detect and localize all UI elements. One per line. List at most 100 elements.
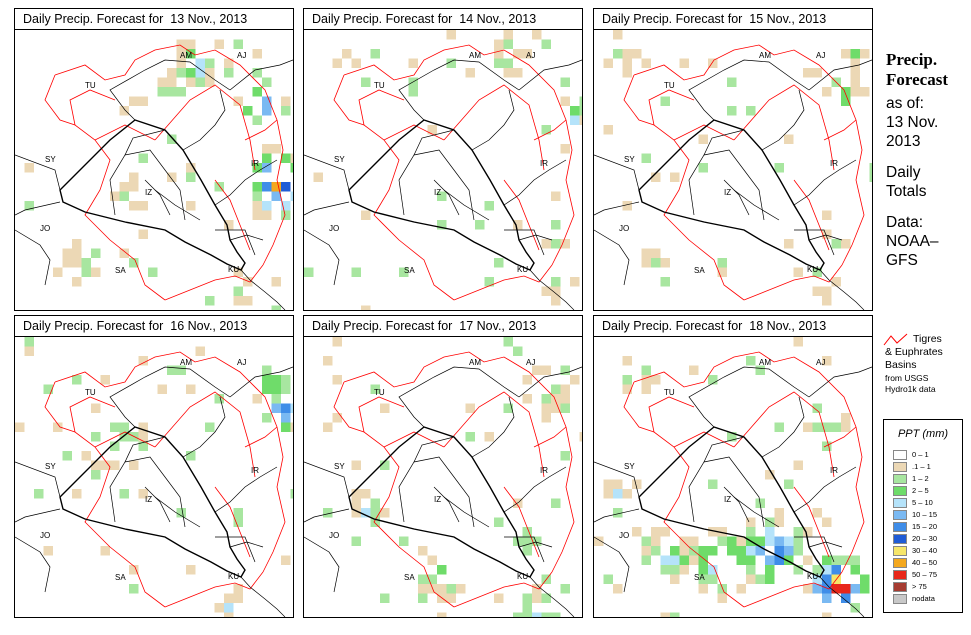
precip-cell	[541, 39, 551, 49]
precip-cell	[129, 460, 139, 470]
precip-cell	[100, 375, 110, 385]
map-label-ku: KU	[517, 265, 528, 274]
precip-map: AM AJ TU SY IR JO SA KU IZ	[15, 39, 293, 310]
precip-cell	[632, 479, 642, 489]
precip-cell	[233, 286, 243, 296]
basin-line	[443, 84, 545, 171]
basin-line5: Hydro1k data	[885, 384, 936, 394]
precip-cell	[361, 77, 371, 87]
precip-cell	[43, 384, 53, 394]
precip-cell	[370, 49, 380, 59]
precip-cell	[831, 422, 841, 432]
precip-cell	[408, 58, 418, 68]
precip-cell	[698, 584, 708, 594]
precip-cell	[660, 612, 670, 617]
precip-cell	[736, 584, 746, 594]
precip-cells	[304, 30, 582, 310]
precip-cell	[803, 68, 813, 78]
precip-cell	[252, 210, 262, 220]
basin-line	[623, 74, 745, 301]
precip-cell	[727, 432, 737, 442]
precip-cell	[62, 248, 72, 258]
border-line	[398, 456, 475, 528]
precip-cell	[262, 77, 272, 87]
precip-cell	[81, 451, 91, 461]
basin-line	[358, 396, 405, 433]
border-line	[443, 496, 490, 528]
border-line	[794, 229, 835, 256]
precip-cell	[214, 182, 224, 192]
precip-cell	[560, 365, 570, 375]
legend-swatch	[893, 582, 907, 592]
border-line	[503, 159, 567, 206]
basin-boundaries	[333, 351, 575, 608]
precip-cell	[708, 527, 718, 537]
basin-line	[333, 381, 455, 608]
precip-cell	[822, 422, 832, 432]
precip-cell	[262, 96, 272, 106]
precip-cell	[494, 593, 504, 603]
precip-cell	[850, 555, 860, 565]
border-line	[471, 396, 515, 458]
precip-cell	[613, 508, 623, 518]
precip-cell	[698, 555, 708, 565]
precip-cell	[755, 546, 765, 556]
legend-label: .1 – 1	[912, 462, 931, 471]
precip-cell	[841, 555, 851, 565]
precip-cell	[224, 612, 234, 617]
legend-label: 0 – 1	[912, 450, 929, 459]
map-label-tu: TU	[85, 388, 96, 397]
precip-cell	[167, 365, 177, 375]
precip-cell	[651, 546, 661, 556]
map-label-am: AM	[469, 358, 481, 367]
border-line	[398, 149, 475, 221]
forecast-panel-17nov: Daily Precip. Forecast for 17 Nov., 2013…	[303, 315, 583, 618]
precip-cell	[214, 603, 224, 613]
precip-cell	[708, 565, 718, 575]
precip-cells	[603, 30, 872, 306]
precip-cell	[271, 277, 281, 287]
map-label-aj: AJ	[816, 51, 825, 60]
border-line	[214, 159, 278, 206]
precip-cell	[513, 346, 523, 356]
precip-cell	[119, 191, 129, 201]
map-label-iz: IZ	[434, 495, 441, 504]
precip-cell	[784, 479, 794, 489]
legend-label: 40 – 50	[912, 558, 938, 567]
precip-cell	[641, 555, 651, 565]
precip-cell	[522, 527, 532, 537]
precip-cell	[632, 49, 642, 59]
map-label-ku: KU	[228, 572, 239, 581]
precip-cell	[290, 489, 293, 499]
precip-cell	[803, 584, 813, 594]
legend-swatch	[893, 522, 907, 532]
legend-swatch	[893, 546, 907, 556]
precip-cell	[784, 546, 794, 556]
precip-cell	[708, 574, 718, 584]
border-line	[144, 486, 171, 523]
precip-cell	[129, 182, 139, 192]
precip-cell	[793, 536, 803, 546]
precip-cell	[138, 229, 148, 239]
basin-line	[443, 391, 545, 478]
map-label-sy: SY	[624, 155, 635, 164]
precip-cell	[323, 508, 333, 518]
precip-cell	[186, 172, 196, 182]
panel-title: Daily Precip. Forecast for 13 Nov., 2013	[15, 9, 293, 30]
border-line	[594, 154, 640, 191]
precip-cell	[698, 574, 708, 584]
precip-cell	[727, 536, 737, 546]
precip-cell	[332, 58, 342, 68]
precip-cell	[503, 337, 513, 347]
precip-cell	[465, 432, 475, 442]
precip-cell	[110, 441, 120, 451]
map-label-tu: TU	[664, 81, 675, 90]
precip-cell	[176, 39, 186, 49]
precip-cell	[522, 375, 532, 385]
border-line	[703, 436, 745, 463]
precip-cell	[91, 267, 101, 277]
precip-cell	[252, 87, 262, 97]
country-borders	[594, 366, 872, 617]
precip-cell	[252, 182, 262, 192]
border-line	[144, 179, 171, 216]
